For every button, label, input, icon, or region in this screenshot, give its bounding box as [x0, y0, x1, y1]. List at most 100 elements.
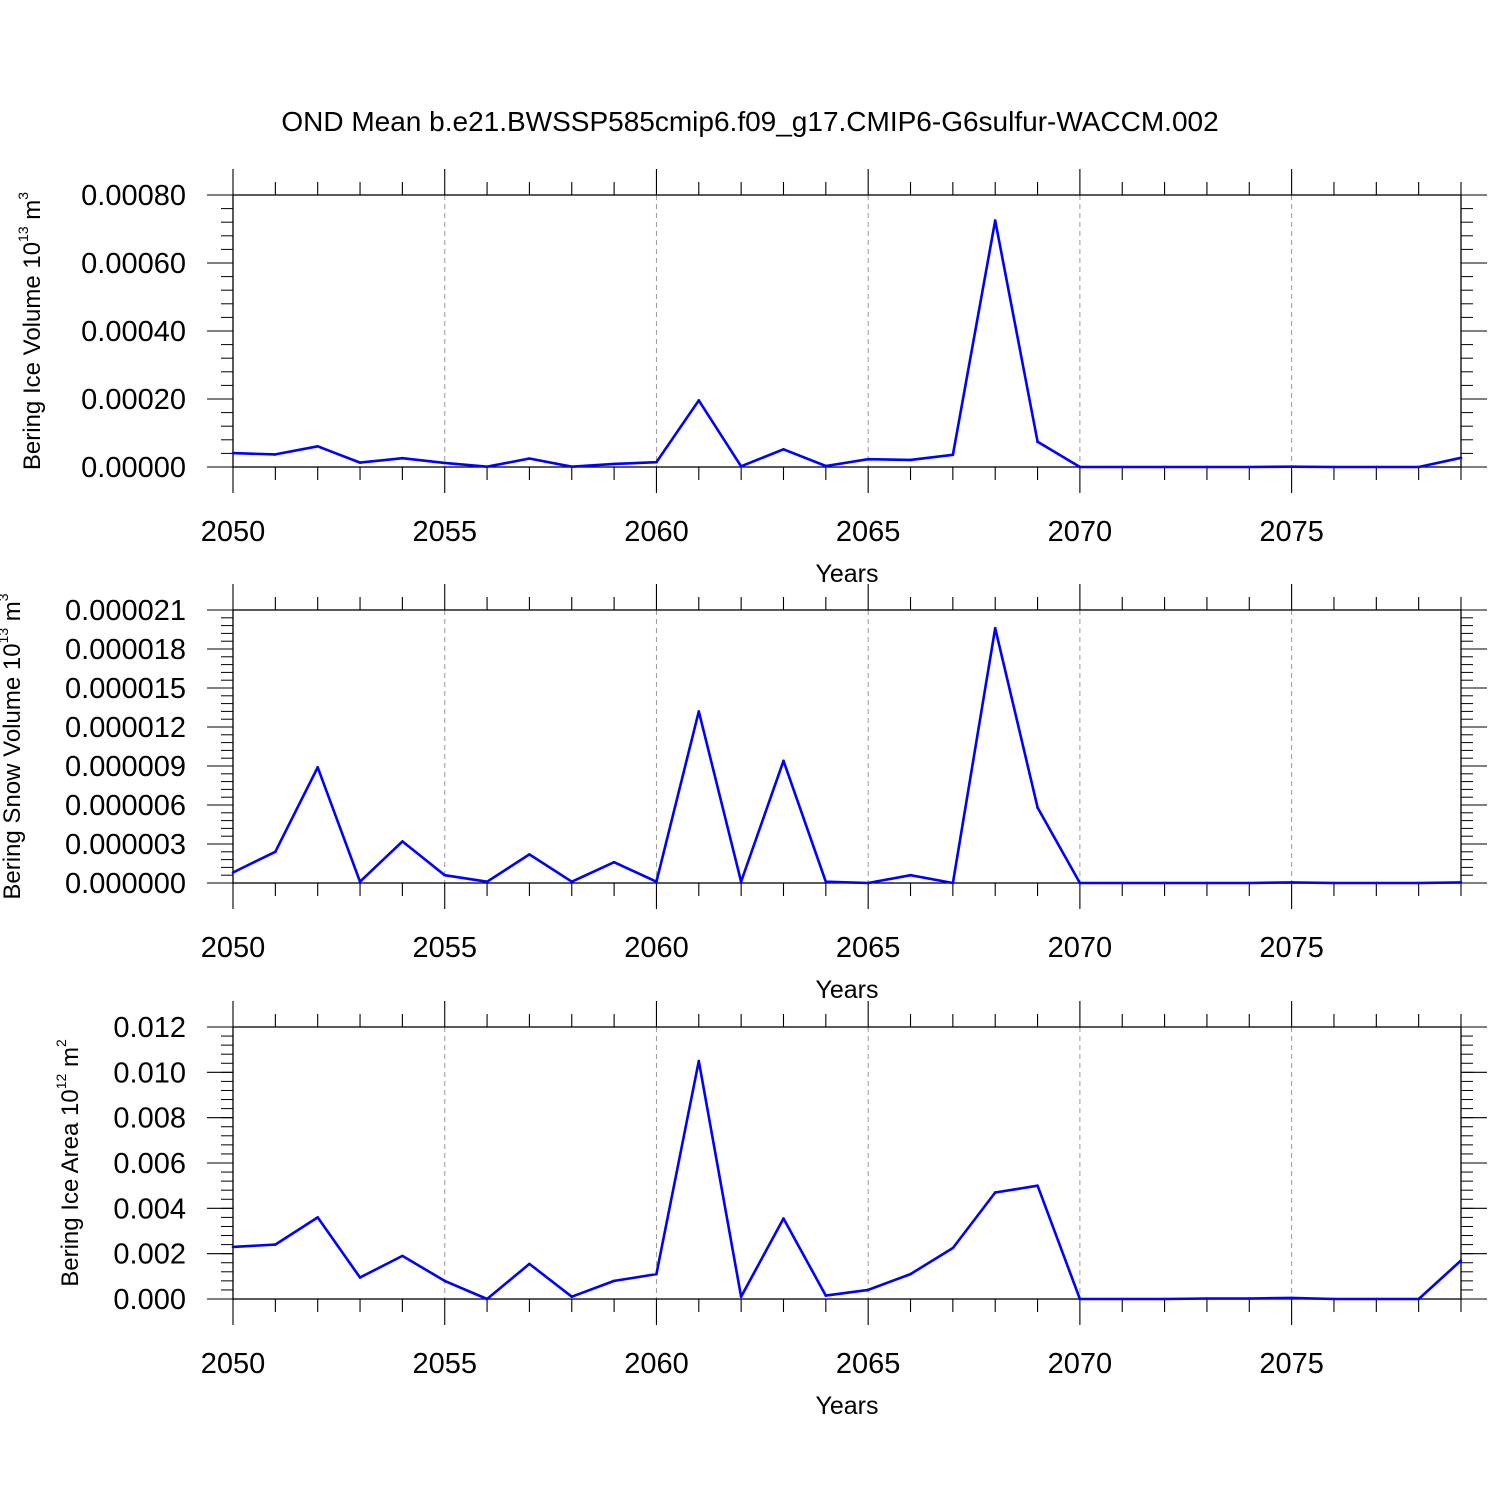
x-tick-label: 2060: [624, 1348, 689, 1380]
data-point: [1290, 465, 1293, 468]
data-point: [993, 1191, 997, 1194]
data-point: [316, 766, 319, 769]
data-point: [401, 840, 404, 843]
data-point: [655, 880, 658, 883]
data-point: [485, 465, 489, 468]
series-line: [232, 1059, 1462, 1301]
data-point: [1247, 465, 1251, 469]
data-point: [1120, 881, 1124, 885]
data-point: [1375, 465, 1378, 469]
data-point: [1163, 881, 1166, 885]
data-point: [1078, 1297, 1082, 1301]
x-axis-label: Years: [815, 976, 878, 1004]
y-tick-label: 0.012: [113, 1012, 186, 1044]
data-point: [1120, 1297, 1124, 1301]
data-point: [1459, 1259, 1463, 1262]
data-point: [274, 453, 277, 456]
data-point: [1078, 465, 1082, 469]
y-tick-label: 0.00040: [81, 316, 186, 348]
data-point: [612, 860, 616, 864]
y-tick-label: 0.00060: [81, 248, 186, 280]
data-point: [909, 1272, 912, 1276]
plot-frame: [232, 194, 1462, 468]
y-tick-label: 0.000018: [65, 634, 186, 666]
y-axis-label: Bering Ice Area 1012 m2: [53, 1039, 84, 1287]
y-tick-label: 0.000021: [65, 595, 186, 627]
data-point: [1332, 1297, 1336, 1301]
y-tick-label: 0.008: [113, 1103, 186, 1135]
data-point: [1120, 465, 1124, 469]
data-point: [909, 873, 912, 877]
data-point: [570, 1295, 574, 1299]
data-point: [528, 457, 531, 460]
series-line: [232, 219, 1462, 469]
x-tick-label: 2065: [836, 1348, 901, 1380]
data-point: [824, 880, 828, 883]
x-tick-label: 2050: [201, 516, 266, 548]
data-point: [358, 461, 362, 464]
x-tick-label: 2060: [624, 516, 689, 548]
panel-2: 2050 2055 2060 2065 2070 2075 0.000000 0.000003…: [0, 584, 1487, 1004]
data-point: [1163, 465, 1166, 469]
y-tick-label: 0.010: [113, 1057, 186, 1089]
series-line: [232, 626, 1462, 885]
y-tick-label: 0.006: [113, 1148, 186, 1180]
data-point: [824, 464, 828, 468]
data-point: [358, 880, 362, 883]
data-point: [485, 1297, 489, 1301]
data-point: [443, 1279, 447, 1283]
x-tick-label: 2075: [1259, 932, 1324, 964]
data-point: [697, 710, 701, 713]
data-point: [655, 460, 658, 464]
data-point: [1459, 456, 1463, 460]
data-point: [993, 626, 997, 630]
y-tick-label: 0.000012: [65, 712, 186, 744]
data-point: [1163, 1297, 1166, 1301]
y-tick-label: 0.00020: [81, 384, 186, 416]
data-point: [1375, 1297, 1378, 1301]
data-point: [612, 1279, 616, 1283]
data-point: [782, 759, 785, 763]
data-point: [1036, 440, 1039, 444]
x-tick-label: 2055: [412, 516, 477, 548]
x-tick-label: 2070: [1048, 932, 1113, 964]
panel-3: 2050 2055 2060 2065 2070 2075 0.000 0.002 0.004 0…: [53, 1001, 1487, 1420]
data-point: [909, 458, 912, 462]
data-point: [358, 1276, 362, 1279]
plot-frame: [232, 609, 1462, 884]
data-point: [1247, 1297, 1251, 1300]
data-point: [231, 451, 235, 455]
plot-frame: [232, 1026, 1462, 1300]
data-point: [951, 881, 955, 885]
y-tick-label: 0.004: [113, 1193, 186, 1225]
x-tick-label: 2055: [412, 1348, 477, 1380]
data-point: [1078, 881, 1082, 885]
data-point: [866, 1288, 870, 1292]
x-tick-label: 2070: [1048, 516, 1113, 548]
data-point: [570, 465, 574, 468]
data-point: [1417, 465, 1420, 469]
data-point: [443, 873, 447, 877]
x-tick-label: 2060: [624, 932, 689, 964]
data-point: [782, 1217, 785, 1220]
data-point: [1332, 465, 1336, 469]
data-point: [401, 456, 404, 460]
data-point: [231, 871, 235, 874]
data-point: [570, 880, 574, 883]
data-point: [612, 462, 616, 466]
x-tick-label: 2065: [836, 932, 901, 964]
y-tick-label: 0.00000: [81, 452, 186, 484]
y-tick-label: 0.000000: [65, 868, 186, 900]
x-tick-label: 2050: [201, 1348, 266, 1380]
x-tick-label: 2070: [1048, 1348, 1113, 1380]
x-tick-label: 2050: [201, 932, 266, 964]
data-point: [231, 1245, 235, 1249]
data-point: [866, 881, 870, 885]
data-point: [1036, 806, 1039, 809]
data-point: [951, 453, 955, 457]
x-axis-label: Years: [815, 1392, 878, 1420]
data-point: [1375, 881, 1378, 885]
data-point: [1036, 1184, 1039, 1187]
x-axis-label: Years: [815, 560, 878, 588]
